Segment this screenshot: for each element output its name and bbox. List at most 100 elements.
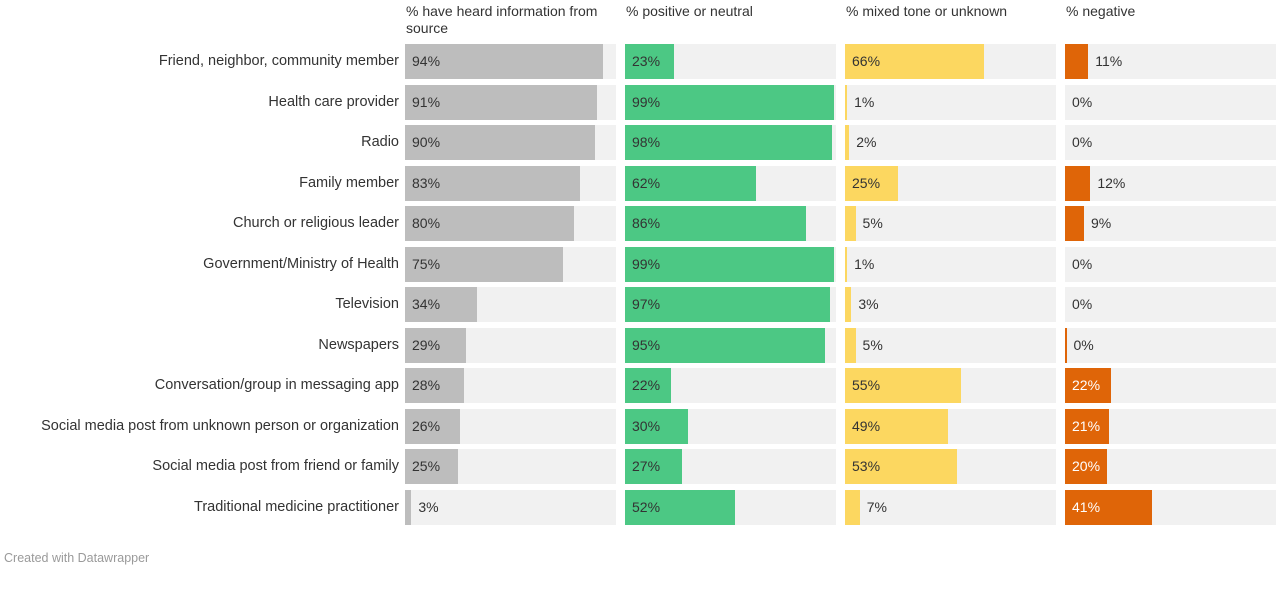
bar-track-heard: 34% (405, 287, 616, 322)
bar-track-positive: 98% (625, 125, 836, 160)
bar-track-positive: 27% (625, 449, 836, 484)
bar-track-positive: 23% (625, 44, 836, 79)
bar-negative (1065, 489, 1152, 525)
value-label-positive: 95% (632, 336, 661, 353)
bar-negative (1065, 408, 1110, 444)
bar-track-heard: 94% (405, 44, 616, 79)
bar-track-heard: 29% (405, 327, 616, 363)
bar-track-mixed: 25% (845, 165, 1056, 201)
bar-positive (625, 246, 834, 282)
bar-track-negative: 9% (1065, 206, 1276, 241)
bar-mixed (845, 287, 852, 322)
bar-heard (405, 206, 574, 241)
bar-track-negative: 0% (1065, 125, 1276, 160)
value-label-negative: 0% (1072, 296, 1093, 312)
bar-mixed (845, 125, 850, 160)
value-label-heard: 83% (412, 174, 441, 191)
bar-track-positive: 22% (625, 368, 836, 403)
bar-track-negative: 11% (1065, 44, 1276, 79)
value-label-positive: 98% (632, 134, 661, 150)
bar-heard (405, 489, 412, 525)
bar-track-positive: 52% (625, 489, 836, 525)
bar-track-mixed: 2% (845, 125, 1056, 160)
bar-track-positive: 99% (625, 246, 836, 282)
value-label-negative: 0% (1073, 336, 1094, 353)
value-label-mixed: 2% (856, 134, 877, 150)
bar-heard (405, 287, 477, 322)
bar-track-negative: 0% (1065, 84, 1276, 120)
value-label-positive: 27% (632, 458, 661, 474)
value-label-heard: 26% (412, 417, 441, 434)
value-label-heard: 29% (412, 336, 441, 353)
bar-track-positive: 30% (625, 408, 836, 444)
column-header-positive: % positive or neutral (626, 3, 753, 19)
bar-positive (625, 368, 672, 403)
value-label-negative: 41% (1072, 498, 1101, 515)
bar-track-negative: 21% (1065, 408, 1276, 444)
bar-track-negative: 0% (1065, 327, 1276, 363)
row-label: Newspapers (318, 336, 399, 353)
value-label-heard: 34% (412, 296, 441, 312)
bar-heard (405, 44, 604, 79)
row-label: Church or religious leader (232, 215, 399, 231)
row-label: Radio (361, 134, 399, 150)
bar-mixed (845, 408, 949, 444)
value-label-heard: 75% (412, 255, 441, 272)
bar-track-mixed: 1% (845, 84, 1056, 120)
footer-credit: Created with Datawrapper (4, 551, 150, 565)
bar-positive (625, 206, 807, 241)
bar-positive (625, 165, 756, 201)
value-label-mixed: 53% (852, 458, 881, 474)
value-label-mixed: 5% (862, 336, 883, 353)
value-label-positive: 23% (632, 53, 661, 69)
row-label: Conversation/group in messaging app (154, 377, 399, 393)
value-label-heard: 90% (412, 134, 441, 150)
bar-negative (1065, 368, 1112, 403)
bar-track-heard: 25% (405, 449, 616, 484)
bar-track-mixed: 49% (845, 408, 1056, 444)
value-label-mixed: 49% (852, 417, 881, 434)
bar-heard (405, 84, 597, 120)
row-label: Social media post from friend or family (152, 458, 399, 474)
bar-track-heard: 91% (405, 84, 616, 120)
value-label-negative: 12% (1097, 174, 1126, 191)
row-label: Friend, neighbor, community member (158, 53, 399, 69)
value-label-negative: 20% (1072, 458, 1101, 474)
bar-track-mixed: 5% (845, 206, 1056, 241)
bar-positive (625, 287, 830, 322)
value-label-negative: 0% (1072, 255, 1093, 272)
value-label-heard: 94% (412, 53, 441, 69)
bar-negative (1065, 165, 1091, 201)
bar-heard (405, 246, 564, 282)
bar-negative (1065, 449, 1108, 484)
bar-track-mixed: 53% (845, 449, 1056, 484)
bar-negative (1065, 327, 1067, 363)
bar-track-positive: 86% (625, 206, 836, 241)
value-label-mixed: 66% (852, 53, 881, 69)
bar-positive (625, 44, 674, 79)
row-label: Social media post from unknown person or… (41, 417, 399, 434)
value-label-mixed: 55% (852, 377, 881, 393)
bar-heard (405, 368, 465, 403)
value-label-positive: 52% (632, 498, 661, 515)
bar-track-positive: 97% (625, 287, 836, 322)
bar-mixed (845, 84, 848, 120)
bar-track-mixed: 55% (845, 368, 1056, 403)
bar-track-negative: 0% (1065, 246, 1276, 282)
value-label-mixed: 5% (862, 215, 883, 231)
bar-heard (405, 327, 467, 363)
bar-mixed (845, 165, 898, 201)
value-label-mixed: 25% (852, 174, 881, 191)
value-label-mixed: 1% (854, 93, 875, 110)
row-label: Family member (299, 174, 399, 191)
bar-positive (625, 84, 834, 120)
value-label-negative: 11% (1095, 53, 1123, 69)
bar-track-positive: 62% (625, 165, 836, 201)
value-label-mixed: 1% (854, 255, 875, 272)
row-label: Health care provider (268, 93, 399, 110)
value-label-heard: 80% (412, 215, 441, 231)
value-label-negative: 0% (1072, 134, 1093, 150)
bar-track-negative: 22% (1065, 368, 1276, 403)
bar-track-negative: 41% (1065, 489, 1276, 525)
